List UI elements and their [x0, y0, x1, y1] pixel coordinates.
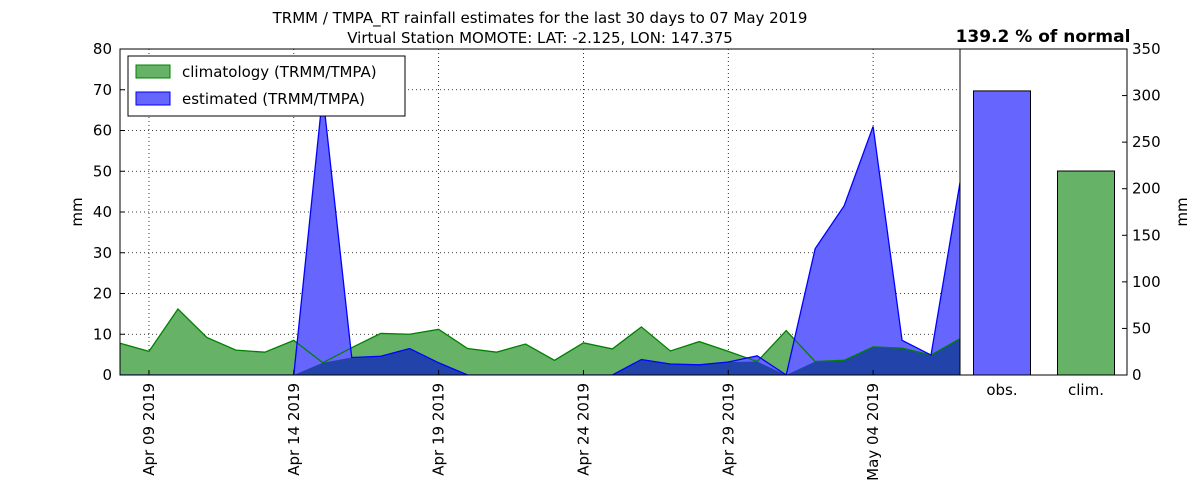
bar-observed — [973, 90, 1031, 376]
left-y-tick-label: 20 — [93, 285, 112, 303]
bar-plot-frame — [959, 48, 1128, 376]
right-y-tick-label: 300 — [1132, 87, 1161, 105]
percent-of-normal-annotation: 139.2 % of normal — [956, 27, 1131, 47]
left-y-tick-label: 30 — [93, 244, 112, 262]
bar-climatology — [1057, 170, 1115, 376]
estimated-area — [120, 93, 960, 375]
x-tick-label: Apr 09 2019 — [140, 383, 158, 476]
chart-title: TRMM / TMPA_RT rainfall estimates for th… — [272, 9, 808, 28]
x-tick-label: Apr 24 2019 — [574, 383, 592, 476]
right-y-tick-label: 0 — [1132, 366, 1142, 384]
left-y-tick-label: 80 — [93, 40, 112, 58]
right-y-axis-label: mm — [1173, 197, 1191, 226]
bar-category-label: clim. — [1068, 381, 1104, 399]
area-series — [120, 93, 960, 375]
legend-swatch-climatology — [135, 64, 171, 79]
x-tick-label: Apr 29 2019 — [719, 383, 737, 476]
right-y-tick-label: 250 — [1132, 133, 1161, 151]
chart-subtitle: Virtual Station MOMOTE: LAT: -2.125, LON… — [347, 29, 733, 47]
right-y-tick-label: 150 — [1132, 226, 1161, 244]
right-y-tick-label: 50 — [1132, 319, 1151, 337]
left-y-tick-label: 60 — [93, 122, 112, 140]
left-y-tick-label: 50 — [93, 162, 112, 180]
right-y-tick-label: 350 — [1132, 40, 1161, 58]
left-y-tick-label: 0 — [102, 366, 112, 384]
tick-labels: 0 10 20 30 40 50 60 70 80 Apr 09 2019 Apr 14 2019 A… — [93, 40, 1161, 481]
legend-label-climatology: climatology (TRMM/TMPA) — [182, 63, 377, 81]
left-y-tick-label: 70 — [93, 81, 112, 99]
x-tick-label: Apr 19 2019 — [430, 383, 448, 476]
x-tick-label: Apr 14 2019 — [285, 383, 303, 476]
left-y-axis-label: mm — [68, 197, 86, 226]
left-y-tick-label: 40 — [93, 203, 112, 221]
estimated-line — [120, 93, 960, 375]
x-tick-label: May 04 2019 — [864, 383, 882, 481]
right-y-tick-label: 200 — [1132, 180, 1161, 198]
right-y-tick-label: 100 — [1132, 273, 1161, 291]
legend: climatology (TRMM/TMPA) estimated (TRMM/… — [127, 55, 406, 117]
legend-box — [127, 55, 406, 117]
overlap-area — [120, 338, 960, 375]
climatology-line — [120, 307, 960, 364]
legend-label-estimated: estimated (TRMM/TMPA) — [182, 90, 365, 108]
summary-bars — [973, 90, 1115, 376]
bar-category-label: obs. — [986, 381, 1017, 399]
legend-swatch-estimated — [135, 91, 171, 106]
left-y-tick-label: 10 — [93, 325, 112, 343]
